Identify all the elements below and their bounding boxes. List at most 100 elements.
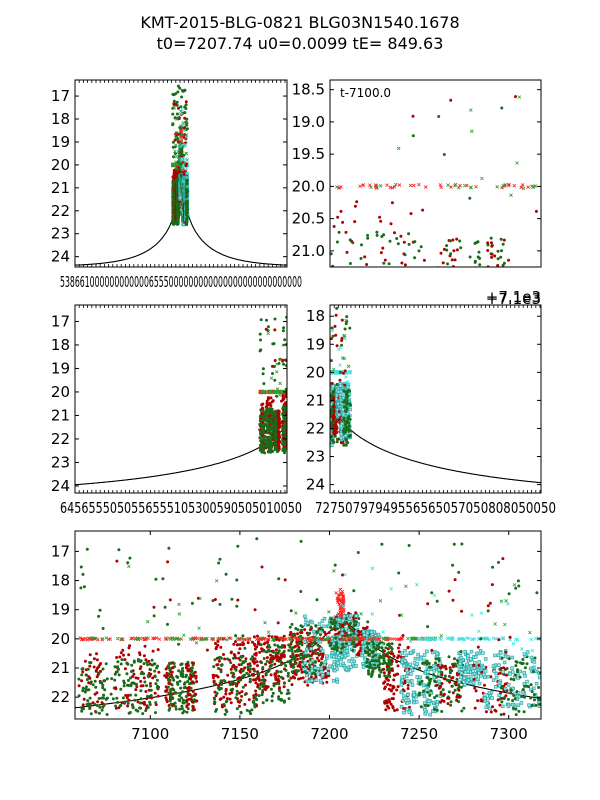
data-point: [367, 284, 370, 287]
data-point: [382, 261, 386, 265]
data-point: [180, 153, 183, 157]
data-point: [490, 252, 494, 256]
data-point: [282, 426, 286, 430]
data-point: [339, 209, 343, 213]
data-point: [501, 343, 504, 346]
data-point: [472, 279, 475, 282]
data-point: [273, 443, 277, 446]
data-point: [515, 161, 519, 165]
data-point: [455, 333, 458, 336]
data-point: [500, 249, 503, 253]
data-point: [445, 292, 448, 295]
data-point: [403, 284, 406, 287]
data-point: [173, 149, 177, 154]
data-point: [501, 184, 505, 188]
data-point: [500, 322, 503, 325]
data-point: [438, 301, 441, 304]
panel-annotation: t-7100.0: [340, 86, 391, 100]
data-point: [419, 245, 423, 249]
data-point: [379, 219, 383, 223]
data-point: [185, 175, 189, 180]
data-point: [332, 430, 336, 434]
data-point: [503, 325, 506, 328]
data-point: [448, 277, 451, 280]
x-tick-labels-overlapping: 6456555050556555105300590505010050: [60, 499, 302, 517]
data-point: [273, 440, 277, 444]
data-point: [343, 390, 347, 393]
figure-title: KMT-2015-BLG-0821 BLG03N1540.1678 t0=720…: [0, 12, 600, 54]
data-point: [521, 186, 526, 191]
data-point: [455, 316, 458, 319]
data-point: [478, 256, 482, 260]
data-point: [500, 185, 504, 190]
data-point: [390, 330, 393, 333]
data-point: [264, 423, 268, 427]
data-point: [282, 406, 285, 409]
data-point: [184, 103, 188, 107]
data-point: [340, 318, 344, 322]
data-point: [499, 323, 502, 326]
data-point: [462, 183, 467, 188]
data-point: [277, 422, 281, 426]
data-point: [184, 166, 189, 171]
data-point: [360, 243, 363, 247]
data-point: [400, 299, 403, 302]
data-point: [409, 212, 413, 216]
data-point: [343, 283, 346, 286]
data-point: [352, 327, 355, 330]
data-point: [258, 436, 262, 440]
data-point: [335, 344, 339, 348]
data-point: [174, 102, 177, 106]
data-point: [267, 426, 271, 430]
data-point: [274, 447, 278, 451]
data-point: [339, 185, 343, 189]
data-point: [422, 258, 426, 262]
data-point: [334, 333, 338, 337]
data-point: [406, 316, 409, 319]
data-point: [180, 157, 185, 162]
data-point: [519, 185, 523, 190]
data-point: [348, 262, 352, 265]
plot-area: [330, 306, 541, 484]
data-point: [405, 298, 408, 301]
data-point: [282, 326, 286, 330]
data-point: [331, 411, 335, 415]
data-point: [351, 16, 354, 19]
data-point: [344, 437, 348, 441]
data-point: [390, 201, 394, 205]
data-point: [451, 329, 454, 332]
data-point: [334, 313, 338, 317]
data-point: [283, 441, 287, 445]
data-point: [335, 240, 339, 244]
data-point: [343, 423, 347, 426]
data-point: [185, 184, 190, 189]
data-point: [282, 362, 286, 366]
data-point: [182, 172, 186, 176]
data-point: [284, 392, 287, 396]
data-point: [385, 183, 389, 187]
data-point: [491, 339, 494, 342]
data-point: [405, 310, 408, 313]
data-point: [338, 384, 343, 388]
data-point: [496, 257, 500, 261]
data-point: [493, 319, 496, 322]
data-point: [439, 315, 442, 318]
data-point: [489, 279, 492, 282]
data-point: [451, 238, 455, 242]
data-point: [413, 256, 417, 260]
data-point: [331, 334, 335, 338]
data-point: [266, 396, 270, 400]
data-point: [526, 185, 530, 189]
data-point: [266, 450, 270, 454]
data-point: [462, 335, 465, 338]
data-point: [175, 100, 179, 104]
panel-pre-peak-wing: 1718192021222324645655505055655510530059…: [51, 304, 302, 517]
data-point: [278, 381, 282, 386]
data-point: [332, 413, 336, 417]
data-point: [416, 284, 419, 287]
data-point: [184, 120, 189, 125]
data-point: [457, 330, 460, 333]
data-point: [259, 419, 263, 423]
data-point: [344, 322, 348, 326]
data-point: [283, 338, 287, 342]
